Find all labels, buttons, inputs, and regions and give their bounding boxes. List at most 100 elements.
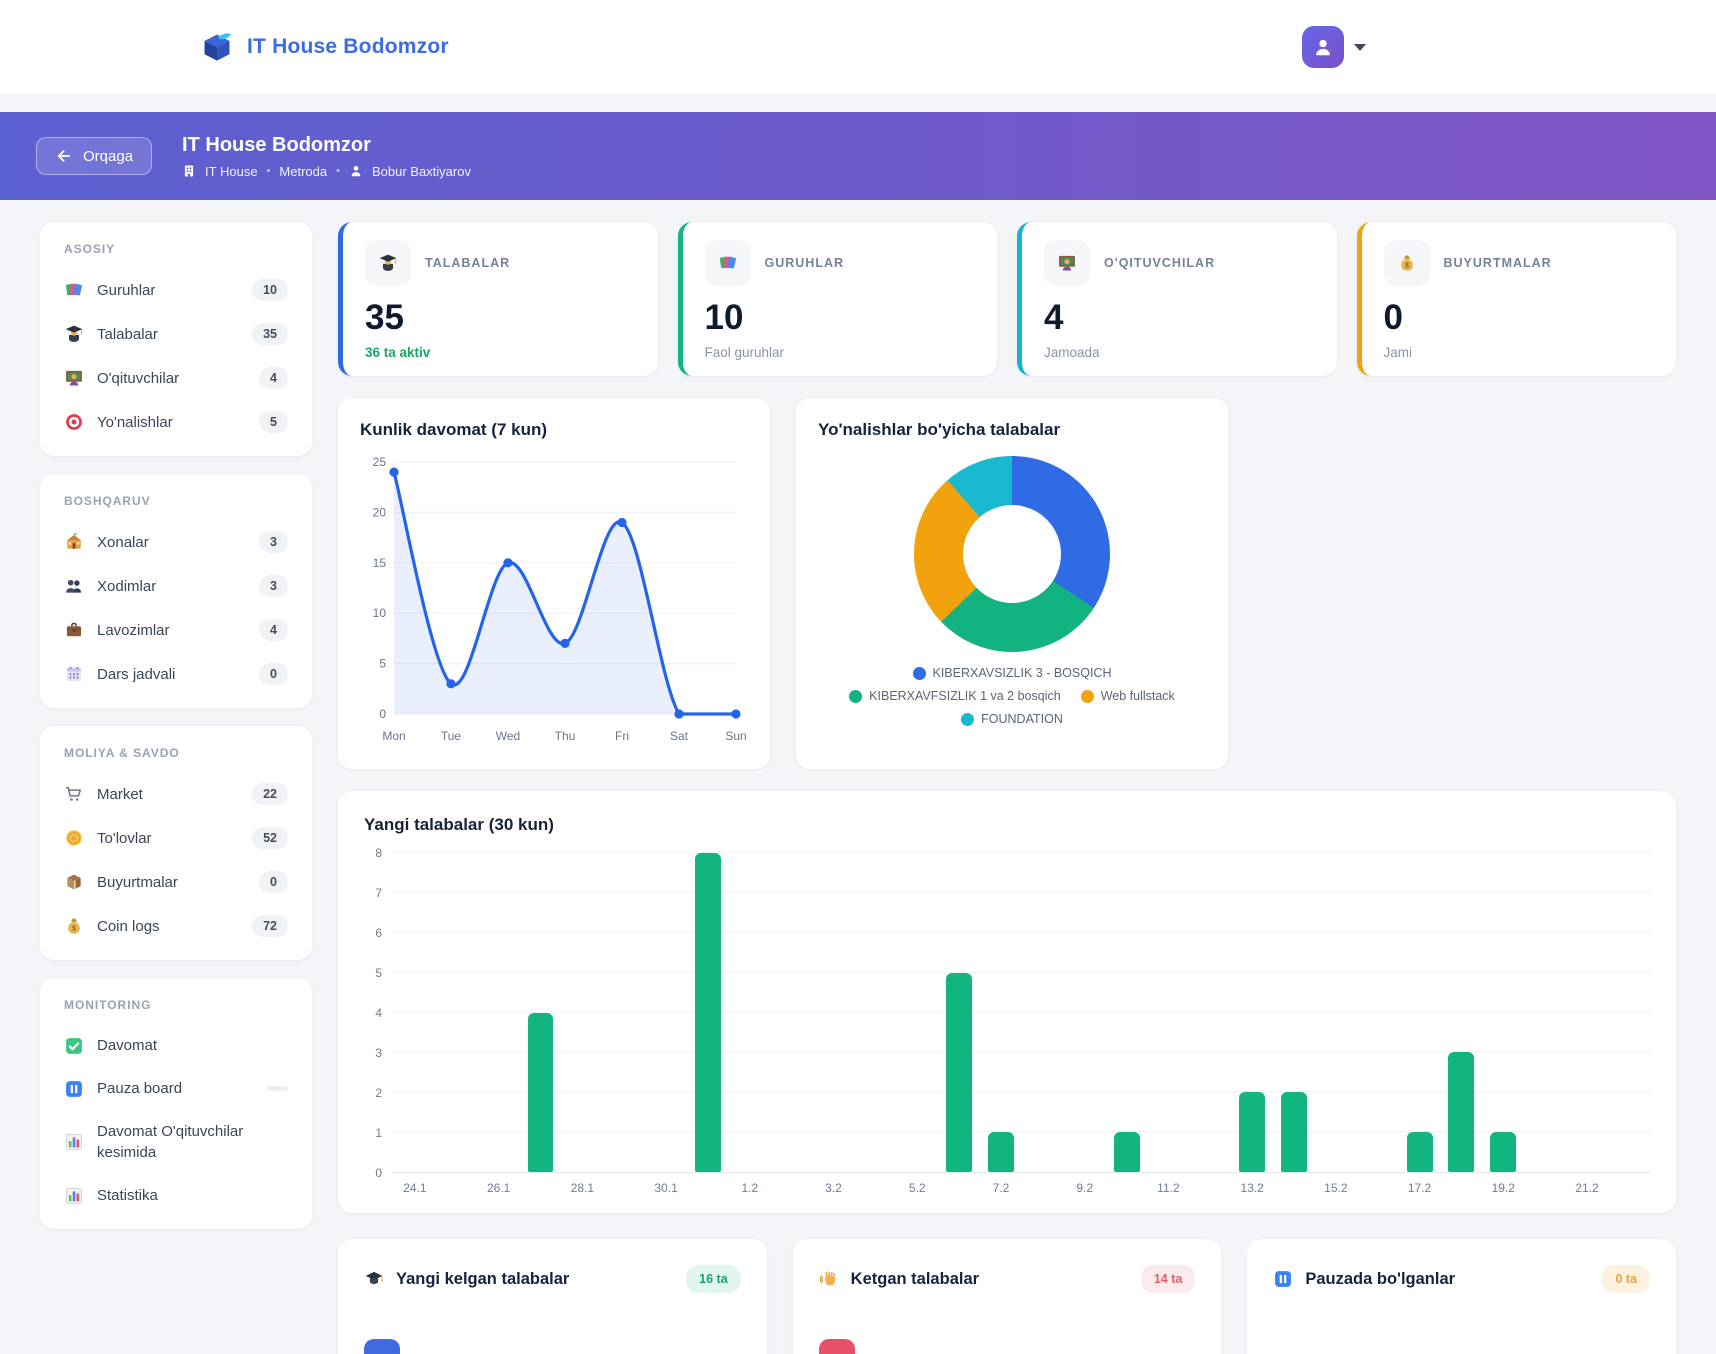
- app-logo-icon: [200, 30, 234, 64]
- gridline: [394, 1131, 1650, 1133]
- stat-card-buyurtmalar[interactable]: $ BUYURTMALAR 0 Jami: [1356, 222, 1676, 376]
- x-tick-label: [854, 1181, 896, 1195]
- sidebar-item-pauza-board[interactable]: Pauza board: [54, 1067, 298, 1110]
- data-point: [617, 517, 627, 528]
- y-tick-label: 10: [373, 606, 387, 620]
- stat-label: BUYURTMALAR: [1443, 256, 1552, 270]
- y-tick-label: 0: [375, 1166, 382, 1180]
- stat-value: 0: [1383, 298, 1403, 337]
- summary-card-title: Ketgan talabalar: [850, 1269, 980, 1288]
- sidebar-item-davomat-o-qituvchilar-kesimida[interactable]: Davomat O'qituvchilar kesimida: [54, 1110, 298, 1174]
- x-tick-label: 1.2: [741, 1181, 759, 1195]
- x-tick-label: Fri: [615, 729, 629, 743]
- bar-slot: [1482, 853, 1524, 1172]
- back-button[interactable]: Orqaga: [36, 137, 153, 175]
- legend-label: FOUNDATION: [981, 712, 1063, 726]
- stat-value: 10: [704, 298, 744, 337]
- bar-chart-plot-column: 24.1 26.1 28.1 30.1 1.2 3.2 5.2 7.2 9.2 11.2 13.2 1…: [394, 852, 1650, 1195]
- x-tick-label: [603, 1181, 645, 1195]
- summary-card-header: Ketgan talabalar 14 ta: [819, 1265, 1196, 1293]
- sidebar-item-lavozimlar[interactable]: Lavozimlar 4: [54, 608, 298, 652]
- stat-cards-row: TALABALAR 35 36 ta aktiv GURUHLAR 10 Faol gur…: [338, 222, 1676, 376]
- gridline: [394, 891, 1650, 893]
- user-menu-caret-icon[interactable]: [1354, 43, 1366, 51]
- summary-count-badge: 0 ta: [1602, 1265, 1651, 1293]
- bar-chart-x-axis: 24.1 26.1 28.1 30.1 1.2 3.2 5.2 7.2 9.2 11.2 13.2 1…: [394, 1181, 1650, 1195]
- sidebar-item-to-lovlar[interactable]: To'lovlar 52: [54, 816, 298, 860]
- breadcrumb-item: Metroda: [279, 163, 328, 179]
- stat-card-guruhlar[interactable]: GURUHLAR 10 Faol guruhlar: [677, 222, 997, 376]
- user-avatar[interactable]: [1302, 26, 1344, 68]
- summary-count-badge: 16 ta: [686, 1265, 741, 1293]
- count-badge: 0: [259, 871, 288, 893]
- sidebar-item-market[interactable]: Market 22: [54, 772, 298, 816]
- stat-label: O'QITUVCHILAR: [1104, 256, 1216, 270]
- bar-slot: [645, 853, 687, 1172]
- attendance-chart-card: Kunlik davomat (7 kun) 0 5 10 15 20 25 Mon Tue W…: [338, 398, 770, 769]
- sidebar-item-o-qituvchilar[interactable]: O'qituvchilar 4: [54, 356, 298, 400]
- sidebar-section-title: MOLIYA & SAVDO: [64, 746, 180, 760]
- sidebar-item-davomat[interactable]: Davomat: [54, 1024, 298, 1067]
- sidebar-item-yo-nalishlar[interactable]: Yo'nalishlar 5: [54, 400, 298, 444]
- stat-card-o-qituvchilar[interactable]: O'QITUVCHILAR 4 Jamoada: [1017, 222, 1337, 376]
- x-tick-label: 28.1: [570, 1181, 595, 1195]
- data-point: [731, 709, 741, 719]
- y-tick-label: 3: [375, 1046, 382, 1060]
- sidebar-item-label: Davomat O'qituvchilar kesimida: [97, 1123, 244, 1161]
- building-icon: [182, 164, 196, 178]
- x-tick-label: 30.1: [654, 1181, 678, 1195]
- sidebar-item-buyurtmalar[interactable]: Buyurtmalar 0: [54, 860, 298, 904]
- breadcrumb: IT House • Metroda • Bobur Baxtiyarov: [182, 164, 471, 179]
- new-students-bar-chart: 0 1 2 3 4 5 6 7 8 24.1 26.1 28.1 30.1 1.2 3.2 5.2 7.2 9.2…: [364, 846, 1650, 1195]
- stat-value: 35: [365, 298, 404, 337]
- stat-card-header: TALABALAR: [365, 240, 636, 286]
- x-tick-label: [1440, 1181, 1482, 1195]
- sidebar-item-talabalar[interactable]: Talabalar 35: [54, 312, 298, 356]
- sidebar-item-guruhlar[interactable]: Guruhlar 10: [54, 268, 298, 312]
- bar-chart-plot-area: [394, 852, 1650, 1173]
- sidebar-item-coin-logs[interactable]: $ Coin logs 72: [54, 904, 298, 948]
- sidebar-item-label: Pauza board: [97, 1080, 183, 1097]
- summary-card-pauzada-bo-lganlar[interactable]: Pauzada bo'lganlar 0 ta: [1247, 1239, 1677, 1354]
- svg-text:$: $: [1405, 262, 1409, 270]
- package-icon: [64, 872, 84, 892]
- sidebar-item-label: Guruhlar: [97, 281, 156, 299]
- x-tick-label: Sun: [725, 729, 746, 743]
- sidebar-item-dars-jadvali[interactable]: Dars jadvali 0: [54, 652, 298, 696]
- x-tick-label: [938, 1181, 980, 1195]
- brand: IT House Bodomzor: [200, 30, 449, 64]
- x-tick-label: Tue: [441, 729, 462, 743]
- sidebar-item-label: Yo'nalishlar: [97, 413, 173, 431]
- stat-card-talabalar[interactable]: TALABALAR 35 36 ta aktiv: [338, 222, 658, 376]
- summary-card-yangi-kelgan-talabalar[interactable]: Yangi kelgan talabalar 16 ta: [338, 1239, 767, 1354]
- y-tick-label: 5: [379, 657, 386, 671]
- y-tick-label: 20: [373, 505, 387, 519]
- sidebar-item-xonalar[interactable]: Xonalar 3: [54, 520, 298, 564]
- sidebar-item-xodimlar[interactable]: Xodimlar 3: [54, 564, 298, 608]
- stat-value: 4: [1044, 298, 1064, 337]
- sidebar-section-title: MONITORING: [64, 998, 152, 1012]
- summary-card-ketgan-talabalar[interactable]: Ketgan talabalar 14 ta: [792, 1239, 1222, 1354]
- stat-card-header: GURUHLAR: [704, 240, 976, 286]
- sidebar-item-label: Coin logs: [97, 917, 160, 935]
- bar: [1239, 1092, 1266, 1172]
- sidebar-section-boshqaruv: BOSHQARUV Xonalar 3 Xodimlar 3 Lavozimlar 4 Dar…: [40, 474, 312, 708]
- x-tick-label: 26.1: [486, 1181, 511, 1195]
- cart-icon: [64, 784, 84, 804]
- summary-card-header: Yangi kelgan talabalar 16 ta: [364, 1265, 741, 1293]
- stat-subtitle: Jamoada: [1044, 345, 1100, 360]
- x-tick-label: [1106, 1181, 1148, 1195]
- count-badge: 4: [259, 367, 288, 389]
- stat-card-header: O'QITUVCHILAR: [1044, 240, 1315, 286]
- empty-count-badge: [266, 1086, 288, 1091]
- sidebar-section-asosiy: ASOSIY Guruhlar 10 Talabalar 35 O'qituvchilar…: [40, 222, 312, 456]
- legend-row: KIBERXAVSIZLIK 3 - BOSQICH: [912, 666, 1112, 680]
- x-tick-label: [687, 1181, 729, 1195]
- x-tick-label: 9.2: [1076, 1181, 1094, 1195]
- x-tick-label: [1189, 1181, 1231, 1195]
- sidebar-item-label: Buyurtmalar: [97, 873, 178, 891]
- person-icon: [349, 164, 363, 178]
- bar-slot: [1315, 853, 1357, 1172]
- sidebar-item-statistika[interactable]: Statistika: [54, 1174, 298, 1217]
- stat-icon-box: [704, 240, 751, 286]
